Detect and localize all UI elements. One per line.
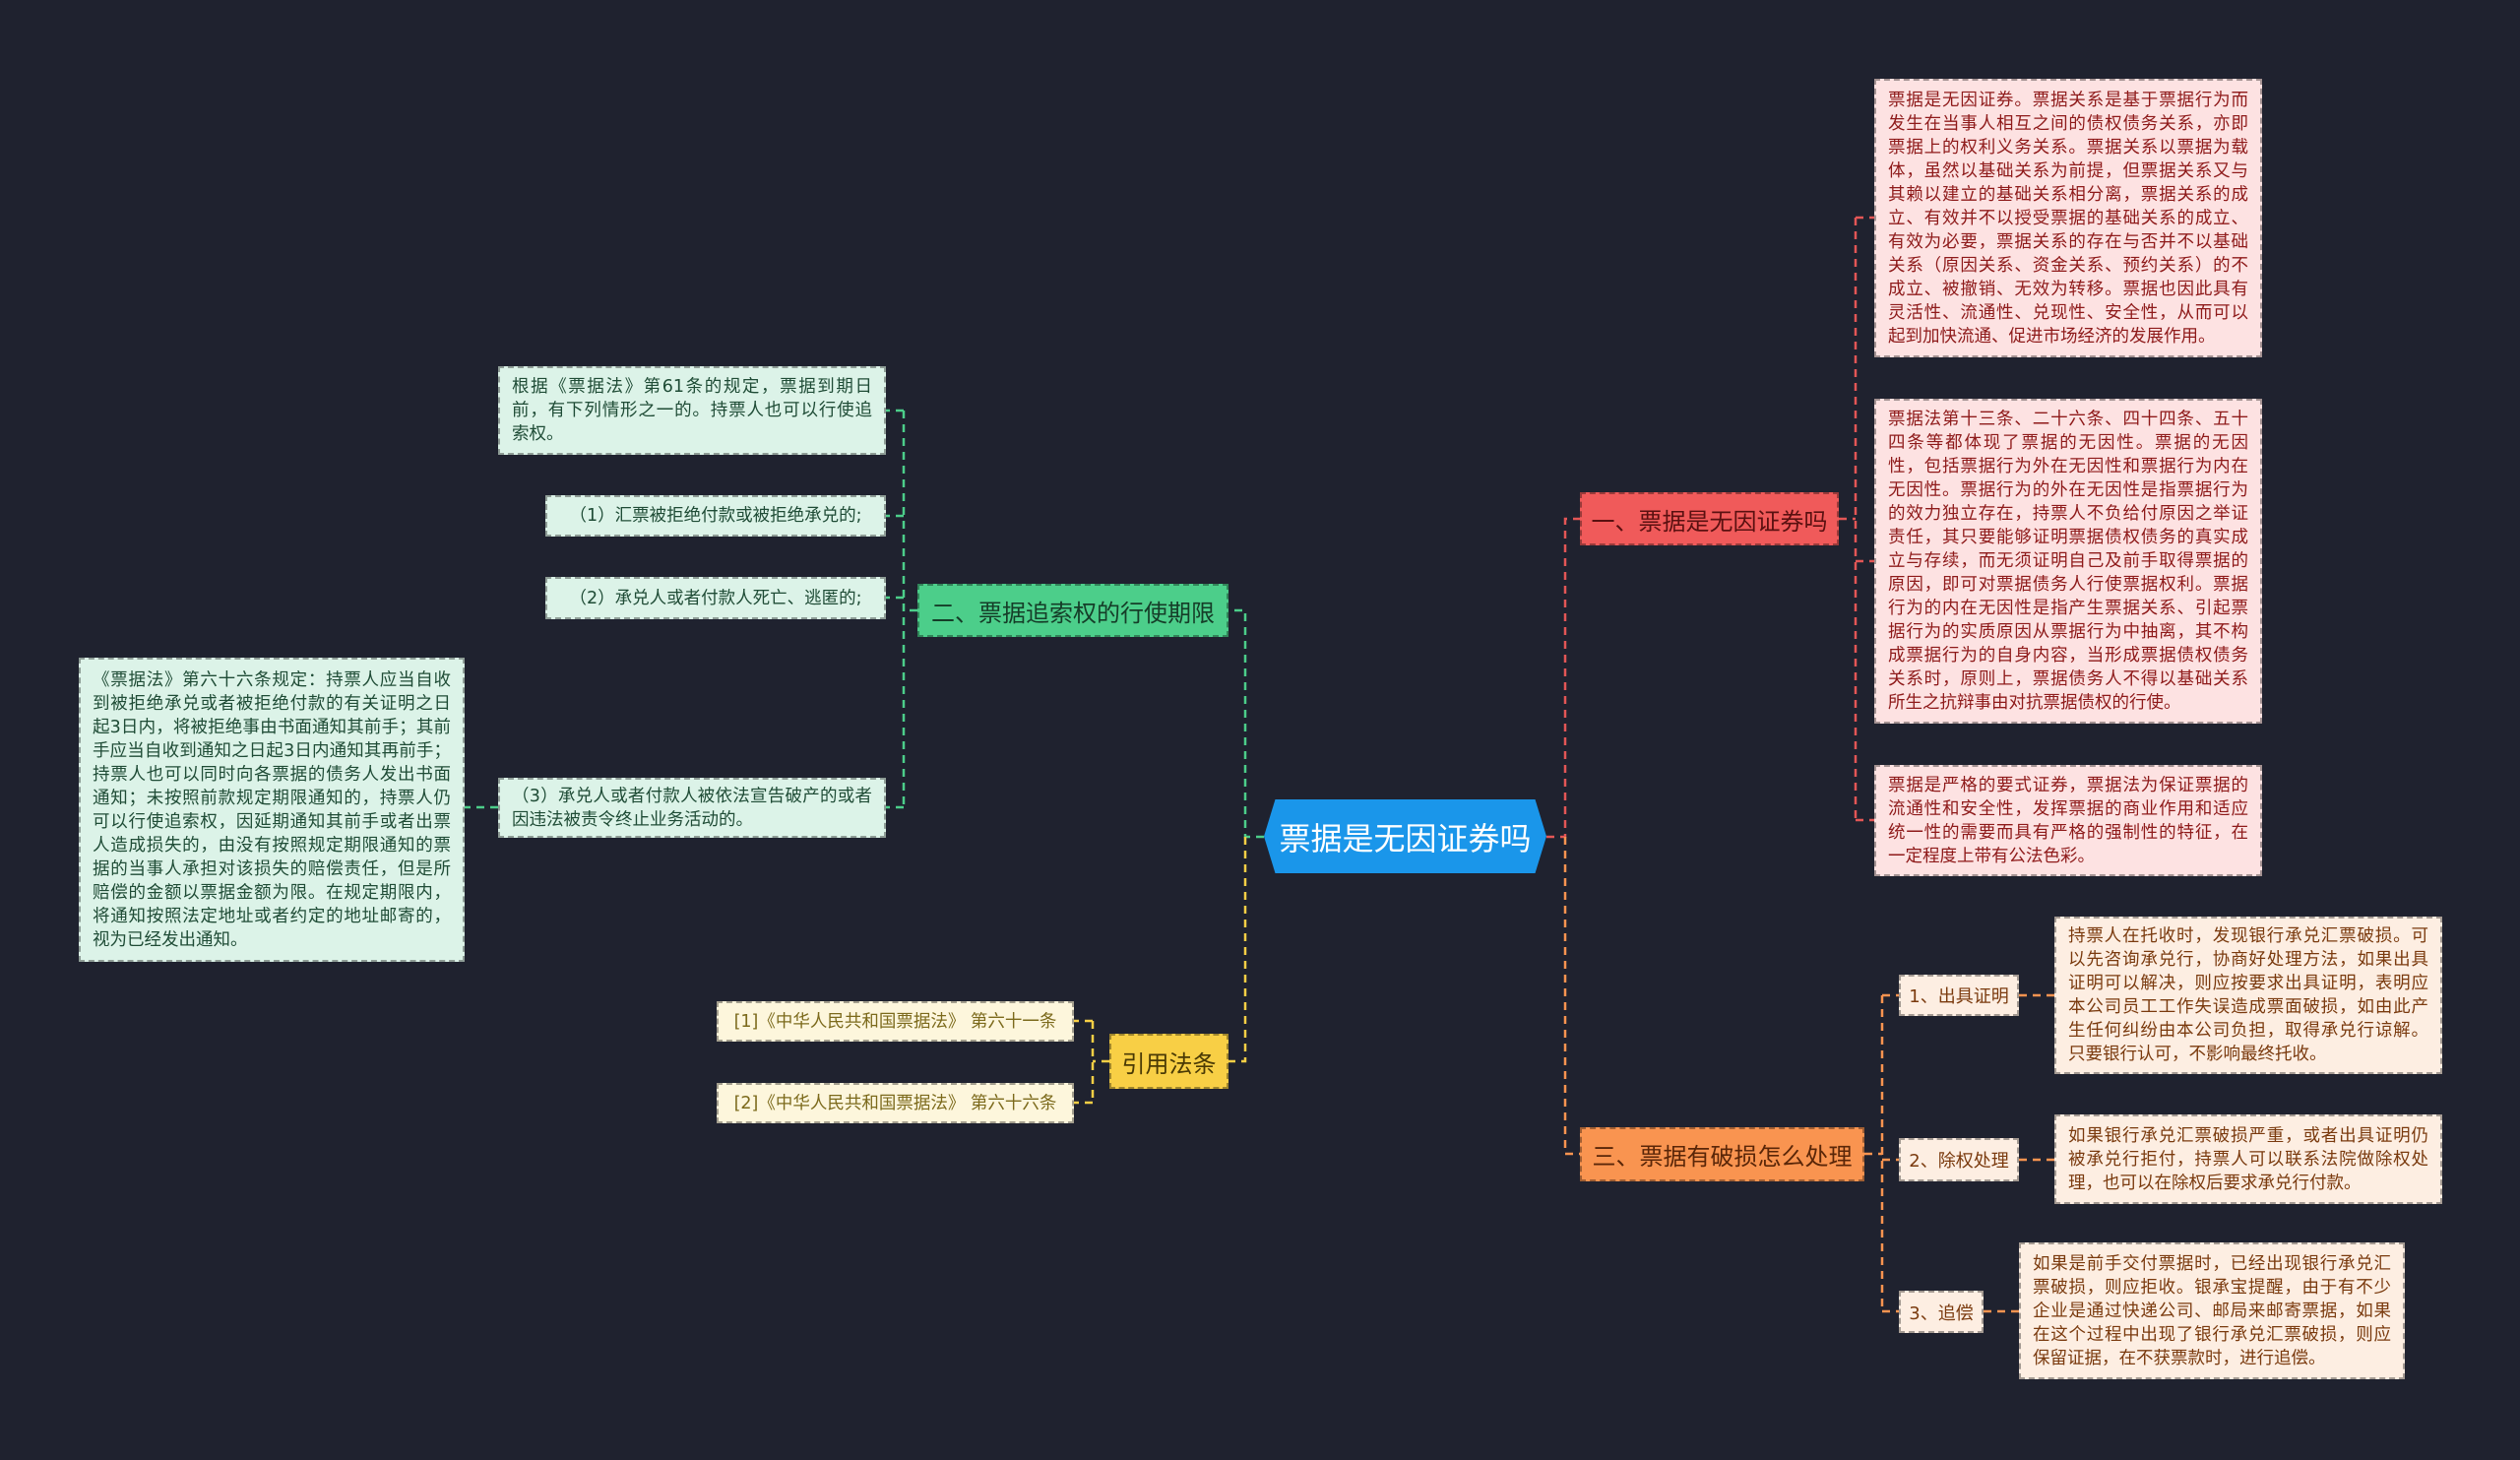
branch-3-item-1[interactable]: 1、出具证明: [1899, 975, 2019, 1016]
central-topic-label: 票据是无因证券吗: [1279, 819, 1532, 857]
link-branch3-items: [1864, 993, 1899, 1313]
branch-3-item-2-detail[interactable]: 如果银行承兑汇票破损严重，或者出具证明仍被承兑行拒付，持票人可以联系法院做除权处…: [2054, 1114, 2442, 1204]
branch-1-detail-1[interactable]: 票据是无因证券。票据关系是基于票据行为而发生在当事人相互之间的债权债务关系，亦即…: [1874, 79, 2262, 357]
detail-text: 《票据法》第六十六条规定：持票人应当自收到被拒绝承兑或者被拒绝付款的有关证明之日…: [93, 669, 451, 950]
item-text: 根据《票据法》第61条的规定，票据到期日前，有下列情形之一的。持票人也可以行使追…: [512, 377, 872, 444]
link-center-references: [1228, 837, 1247, 1063]
branch-2-item-intro[interactable]: 根据《票据法》第61条的规定，票据到期日前，有下列情形之一的。持票人也可以行使追…: [498, 366, 886, 455]
link-center-branch2: [1228, 608, 1264, 839]
branch-2-item-3[interactable]: （3）承兑人或者付款人被依法宣告破产的或者因违法被责令终止业务活动的。: [498, 778, 886, 838]
branch-2-topic[interactable]: 二、票据追索权的行使期限: [917, 584, 1228, 637]
item-text: （2）承兑人或者付款人死亡、逃匿的;: [569, 588, 862, 608]
central-topic[interactable]: 票据是无因证券吗: [1264, 799, 1546, 873]
item-label: 2、除权处理: [1909, 1151, 2009, 1172]
detail-text: 票据是无因证券。票据关系是基于票据行为而发生在当事人相互之间的债权债务关系，亦即…: [1888, 90, 2248, 347]
detail-text: 持票人在托收时，发现银行承兑汇票破损。可以先咨询承兑行，协商好处理方法，如果出具…: [2068, 926, 2428, 1064]
branch-2-label: 二、票据追索权的行使期限: [931, 599, 1215, 627]
link-center-branch3: [1563, 837, 1580, 1156]
item-text: （3）承兑人或者付款人被依法宣告破产的或者因违法被责令终止业务活动的。: [512, 786, 872, 830]
branch-2-item-2[interactable]: （2）承兑人或者付款人死亡、逃匿的;: [545, 577, 886, 619]
link-branch2-items: [886, 409, 917, 809]
references-label: 引用法条: [1121, 1049, 1217, 1078]
branch-1-detail-2[interactable]: 票据法第十三条、二十六条、四十四条、五十四条等都体现了票据的无因性。票据的无因性…: [1874, 399, 2262, 724]
detail-text: 票据法第十三条、二十六条、四十四条、五十四条等都体现了票据的无因性。票据的无因性…: [1888, 410, 2248, 713]
detail-text: 票据是严格的要式证券，票据法为保证票据的流通性和安全性，发挥票据的商业作用和适应…: [1888, 775, 2248, 866]
reference-text: [2]《中华人民共和国票据法》 第六十六条: [733, 1093, 1057, 1113]
branch-1-label: 一、票据是无因证券吗: [1591, 507, 1828, 536]
link-items-details: [1984, 993, 2054, 1313]
branch-3-item-3-detail[interactable]: 如果是前手交付票据时，已经出现银行承兑汇票破损，则应拒收。银承宝提醒，由于有不少…: [2019, 1242, 2405, 1379]
reference-text: [1]《中华人民共和国票据法》 第六十一条: [733, 1011, 1057, 1032]
references-topic[interactable]: 引用法条: [1109, 1034, 1228, 1089]
link-center-branch1: [1546, 517, 1580, 839]
branch-1-topic[interactable]: 一、票据是无因证券吗: [1580, 492, 1839, 545]
branch-2-item-1[interactable]: （1）汇票被拒绝付款或被拒绝承兑的;: [545, 495, 886, 537]
detail-text: 如果是前手交付票据时，已经出现银行承兑汇票破损，则应拒收。银承宝提醒，由于有不少…: [2033, 1253, 2391, 1368]
branch-3-label: 三、票据有破损怎么处理: [1592, 1143, 1853, 1171]
link-branch1-details: [1839, 216, 1874, 822]
item-label: 1、出具证明: [1909, 986, 2009, 1007]
branch-3-item-2[interactable]: 2、除权处理: [1899, 1138, 2019, 1181]
item-label: 3、追偿: [1909, 1302, 1974, 1324]
detail-text: 如果银行承兑汇票破损严重，或者出具证明仍被承兑行拒付，持票人可以联系法院做除权处…: [2068, 1125, 2428, 1193]
branch-1-detail-3[interactable]: 票据是严格的要式证券，票据法为保证票据的流通性和安全性，发挥票据的商业作用和适应…: [1874, 765, 2262, 876]
branch-3-topic[interactable]: 三、票据有破损怎么处理: [1580, 1127, 1864, 1181]
branch-3-item-1-detail[interactable]: 持票人在托收时，发现银行承兑汇票破损。可以先咨询承兑行，协商好处理方法，如果出具…: [2054, 917, 2442, 1074]
branch-2-item-3-detail[interactable]: 《票据法》第六十六条规定：持票人应当自收到被拒绝承兑或者被拒绝付款的有关证明之日…: [79, 658, 465, 962]
branch-3-item-3[interactable]: 3、追偿: [1899, 1291, 1984, 1333]
reference-item-1[interactable]: [1]《中华人民共和国票据法》 第六十一条: [717, 1001, 1074, 1042]
link-references-items: [1074, 1019, 1109, 1105]
item-text: （1）汇票被拒绝付款或被拒绝承兑的;: [569, 506, 862, 526]
reference-item-2[interactable]: [2]《中华人民共和国票据法》 第六十六条: [717, 1083, 1074, 1123]
